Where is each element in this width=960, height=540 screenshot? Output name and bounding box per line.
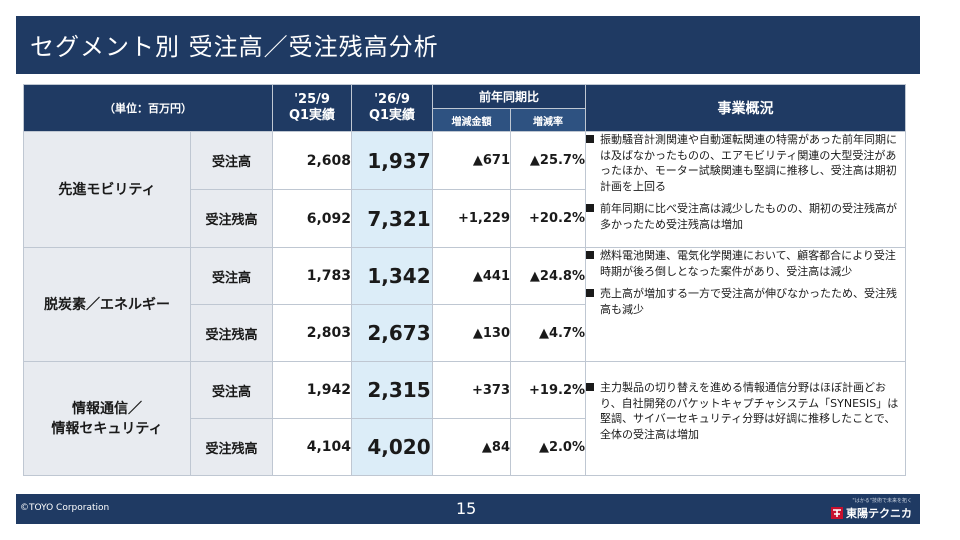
current-value: 2,315 [351,361,433,419]
row-type: 受注残高 [190,304,273,362]
bullet-item: 振動騒音計測関連や自動運転関連の特需があった前年同期には及ばなかったものの、エア… [586,132,905,194]
col-header-rate: 増減率 [509,108,587,132]
current-value: 1,342 [351,247,433,305]
prev-value: 2,608 [272,131,352,190]
diff-value: +373 [432,361,511,419]
bullet-text: 主力製品の切り替えを進める情報通信分野はほぼ計画どおり、自社開発のパケットキャプ… [600,381,899,441]
current-value-text: 2,673 [367,321,431,345]
col-header-cur: '26/9 Q1実績 [351,84,433,132]
col-cur-label: Q1実績 [368,108,416,123]
table-row: 先進モビリティ 受注高 2,608 1,937 ▲671 ▲25.7% 振動騒音… [23,131,907,248]
overview-cell: 振動騒音計測関連や自動運転関連の特需があった前年同期には及ばなかったものの、エア… [585,131,907,248]
col-header-overview: 事業概況 [585,84,907,132]
logo-text: 東陽テクニカ [846,507,912,520]
table-row: 受注残高 2,803 2,673 ▲130 ▲4.7% [24,304,906,362]
rate-value: ▲25.7% [509,131,587,190]
prev-value: 4,104 [272,418,352,476]
current-value-text: 2,315 [367,378,431,402]
unit-label: （単位：百万円） [23,84,273,132]
logo-mark-icon [831,507,843,519]
rate-value: +20.2% [509,189,587,248]
row-type: 受注残高 [190,189,273,248]
rate-value: ▲24.8% [509,247,587,305]
col-header-prev: '25/9 Q1実績 [272,84,352,132]
bullet-square-icon [586,289,595,297]
table-row: 情報通信／ 情報セキュリティ 受注高 1,942 2,315 +373 +19.… [23,361,907,476]
bullet-item: 前年同期に比べ受注高は減少したものの、期初の受注残高が多かったため受注残高は増加 [586,201,905,232]
row-type: 受注残高 [190,418,273,476]
prev-value: 2,803 [272,304,352,362]
rate-value: +19.2% [509,361,587,419]
segment-name: 情報通信／ 情報セキュリティ [23,361,191,476]
logo-row: 東陽テクニカ [831,505,912,521]
current-value: 2,673 [351,304,433,362]
col-prev-label: Q1実績 [288,108,336,123]
prev-value: 1,783 [272,247,352,305]
diff-value: ▲130 [432,304,511,362]
footer-bar: ©TOYO Corporation 15 "はかる"技術で未来を拓く 東陽テクニ… [16,494,920,524]
current-value: 7,321 [351,189,433,248]
row-type: 受注高 [190,131,273,190]
overview-cell: 燃料電池関連、電気化学関連において、顧客都合により受注時期が後ろ倒しとなった案件… [585,247,907,362]
company-logo: "はかる"技術で未来を拓く 東陽テクニカ [831,498,912,521]
col-header-yoy: 前年同期比 [431,84,587,109]
segment-name: 先進モビリティ [23,131,191,248]
row-type: 受注高 [190,247,273,305]
title-bar: セグメント別 受注高／受注残高分析 [16,16,920,74]
table-row: 受注残高 4,104 4,020 ▲84 ▲2.0% [24,418,906,476]
bullet-item: 燃料電池関連、電気化学関連において、顧客都合により受注時期が後ろ倒しとなった案件… [586,248,905,279]
row-type: 受注高 [190,361,273,419]
current-value-text: 1,342 [367,264,431,288]
bullet-square-icon [586,383,595,391]
bullet-square-icon [586,251,595,259]
page-number: 15 [456,499,477,518]
table-row: 受注残高 6,092 7,321 +1,229 +20.2% [24,189,906,248]
col-prev-year: '25/9 [294,92,330,107]
segment-name: 脱炭素／エネルギー [23,247,191,362]
bullet-text: 前年同期に比べ受注高は減少したものの、期初の受注残高が多かったため受注残高は増加 [600,202,898,231]
col-cur-year: '26/9 [374,92,410,107]
current-value-text: 1,937 [367,148,431,173]
page-title: セグメント別 受注高／受注残高分析 [30,33,439,61]
segment-table: （単位：百万円） '25/9 Q1実績 '26/9 Q1実績 前年同期比 事業概… [23,84,907,476]
prev-value: 6,092 [272,189,352,248]
diff-value: ▲441 [432,247,511,305]
segment-name-line: 情報通信／ [72,400,142,417]
prev-value: 1,942 [272,361,352,419]
overview-cell: 主力製品の切り替えを進める情報通信分野はほぼ計画どおり、自社開発のパケットキャプ… [585,361,907,476]
current-value: 4,020 [351,418,433,476]
current-value: 1,937 [351,131,433,190]
diff-value: ▲84 [432,418,511,476]
col-header-diff: 増減金額 [432,108,511,132]
segment-name-line: 先進モビリティ [58,181,156,198]
segment-name-line: 情報セキュリティ [51,420,163,437]
bullet-item: 主力製品の切り替えを進める情報通信分野はほぼ計画どおり、自社開発のパケットキャプ… [586,380,905,442]
bullet-text: 燃料電池関連、電気化学関連において、顧客都合により受注時期が後ろ倒しとなった案件… [600,249,896,278]
bullet-square-icon [586,135,595,143]
current-value-text: 4,020 [367,435,431,459]
bullet-square-icon [586,204,595,212]
bullet-item: 売上高が増加する一方で受注高が伸びなかったため、受注残高も減少 [586,286,905,317]
diff-value: +1,229 [432,189,511,248]
table-row: 脱炭素／エネルギー 受注高 1,783 1,342 ▲441 ▲24.8% 燃料… [23,247,907,362]
segment-name-line: 脱炭素／エネルギー [44,296,170,313]
copyright: ©TOYO Corporation [20,503,110,513]
bullet-text: 売上高が増加する一方で受注高が伸びなかったため、受注残高も減少 [600,287,898,316]
current-value-text: 7,321 [367,206,431,231]
logo-tagline: "はかる"技術で未来を拓く [852,498,912,504]
bullet-text: 振動騒音計測関連や自動運転関連の特需があった前年同期には及ばなかったものの、エア… [600,133,898,193]
diff-value: ▲671 [432,131,511,190]
rate-value: ▲2.0% [509,418,587,476]
rate-value: ▲4.7% [509,304,587,362]
